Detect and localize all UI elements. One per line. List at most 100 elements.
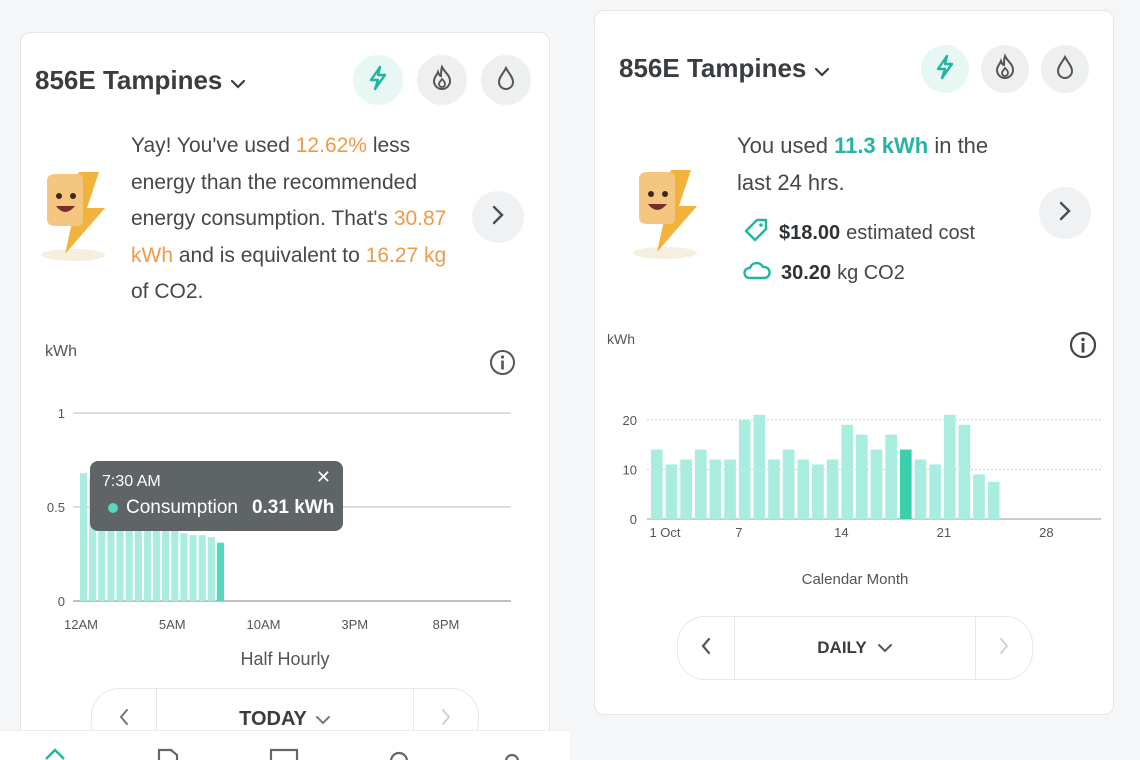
electricity-tab[interactable] — [921, 45, 969, 93]
x-tick-label: 7 — [735, 525, 742, 540]
chart-bar — [914, 459, 927, 519]
chart-bar — [134, 507, 142, 601]
chevron-down-icon — [315, 708, 331, 731]
chart-bar — [80, 473, 88, 601]
next-insight-button[interactable] — [1039, 187, 1091, 239]
chevron-down-icon — [814, 53, 830, 84]
y-axis-unit: kWh — [45, 343, 77, 360]
chart-bar — [958, 424, 971, 519]
chart-bar — [107, 488, 115, 601]
chart-bar — [738, 419, 751, 519]
x-axis-title: Calendar Month — [801, 571, 909, 588]
chart-bar — [709, 459, 722, 519]
chart-bar — [116, 491, 124, 601]
tooltip-time: 7:30 AM — [102, 473, 161, 490]
water-tab[interactable] — [1041, 45, 1089, 93]
x-tick-label: 5AM — [159, 617, 186, 632]
x-tick-label: 21 — [937, 525, 951, 540]
tooltip-label: Consumption — [126, 497, 238, 518]
chart-bar — [189, 535, 197, 601]
chart-bar — [943, 414, 956, 519]
period-selector[interactable]: TODAY — [156, 689, 414, 749]
info-icon[interactable] — [489, 349, 516, 381]
period-label: DAILY — [817, 638, 867, 657]
y-tick-label: 10 — [623, 462, 637, 477]
cost-label: estimated cost — [846, 221, 976, 244]
chart-bar — [885, 434, 897, 519]
x-tick-label: 8PM — [433, 617, 460, 632]
info-icon[interactable] — [1069, 331, 1097, 364]
flame-icon — [429, 63, 455, 97]
document-icon[interactable] — [156, 747, 180, 760]
chart-bar — [856, 434, 868, 519]
chart-bar — [870, 449, 883, 519]
property-selector[interactable]: 856E Tampines — [35, 65, 246, 96]
y-tick-label: 0.5 — [47, 500, 65, 515]
gas-tab[interactable] — [981, 45, 1029, 93]
chart-bar — [694, 449, 707, 519]
x-tick-label: 28 — [1039, 525, 1053, 540]
water-drop-icon — [496, 65, 516, 96]
electricity-tab[interactable] — [353, 55, 403, 105]
search-icon[interactable] — [388, 747, 410, 760]
cloud-icon — [743, 259, 771, 287]
x-tick-label: 10AM — [247, 617, 281, 632]
period-pager: DAILY — [677, 616, 1033, 680]
close-icon[interactable]: ✕ — [315, 467, 331, 487]
profile-icon[interactable] — [502, 747, 522, 760]
gas-tab[interactable] — [417, 55, 467, 105]
chart-bar — [782, 449, 795, 519]
chevron-right-icon — [998, 636, 1010, 661]
saved-kwh: 30.87 kWh — [131, 207, 447, 267]
chart-bar — [162, 525, 170, 601]
previous-period-button[interactable] — [678, 617, 734, 679]
chart-bar — [198, 535, 206, 601]
x-tick-label: 1 Oct — [649, 525, 680, 540]
co2-value: 30.20 — [781, 261, 832, 284]
cost-value: $18.00 — [779, 221, 841, 244]
chart-bar — [724, 459, 736, 519]
co2-equivalent: 16.27 kg — [365, 243, 447, 267]
home-icon[interactable] — [44, 747, 66, 760]
series-dot — [108, 503, 118, 513]
usage-card-half-hourly: 856E Tampines — [20, 32, 550, 760]
y-tick-label: 0 — [58, 594, 65, 609]
x-tick-label: 14 — [834, 525, 848, 540]
savings-message: Yay! You've used 12.62% less energy than… — [131, 134, 447, 303]
chart-bar — [768, 459, 780, 519]
chevron-left-icon — [118, 707, 130, 732]
chart-bar — [841, 424, 854, 519]
water-tab[interactable] — [481, 55, 531, 105]
lightning-icon — [933, 54, 957, 85]
chart-bar — [812, 464, 824, 519]
chart-bar — [216, 542, 224, 601]
co2-label: kg CO2 — [837, 261, 905, 284]
property-selector[interactable]: 856E Tampines — [619, 53, 830, 84]
co2-emission: 30.20 kg CO2 — [743, 259, 905, 287]
y-tick-label: 20 — [623, 413, 637, 428]
next-period-button[interactable] — [414, 689, 478, 749]
usage-card-daily: 856E Tampines — [594, 10, 1114, 715]
x-axis-title: Half Hourly — [240, 649, 330, 669]
chart-bar — [680, 459, 692, 519]
chart-bar — [171, 529, 179, 601]
property-name: 856E Tampines — [619, 53, 807, 83]
period-selector[interactable]: DAILY — [734, 617, 976, 679]
next-period-button[interactable] — [976, 617, 1032, 679]
chart-bar — [973, 474, 985, 519]
price-tag-icon — [743, 217, 769, 249]
chat-icon[interactable] — [268, 747, 300, 760]
savings-percent: 12.62% — [295, 134, 367, 157]
period-label: TODAY — [239, 707, 307, 730]
chart-bar — [665, 464, 678, 519]
usage-message: You used 11.3 kWh in the last 24 hrs. — [737, 133, 989, 195]
chevron-right-icon — [440, 707, 452, 732]
half-hourly-chart: 0 0.5 1 12AM 5AM 10AM 3PM 8PM — [47, 406, 511, 632]
estimated-cost: $18.00 estimated cost — [743, 217, 975, 249]
mascot-lightning-character — [39, 168, 109, 268]
next-insight-button[interactable] — [472, 191, 524, 243]
chart-bar — [89, 478, 97, 601]
chart-bar — [826, 459, 839, 519]
previous-period-button[interactable] — [92, 689, 156, 749]
y-tick-label: 0 — [630, 512, 637, 527]
